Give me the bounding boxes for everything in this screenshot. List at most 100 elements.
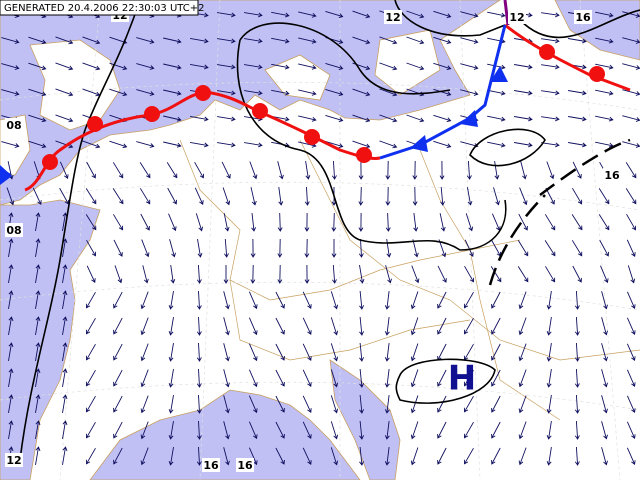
wind-arrow [197,239,203,258]
isobar-label: 08 [6,119,21,132]
wind-arrow [595,63,614,70]
wind-arrow [412,160,418,180]
wind-arrow [271,63,290,70]
wind-arrow [572,161,582,179]
isobar-label: 12 [509,11,524,24]
wind-arrow [113,317,123,335]
wind-arrow [463,291,474,309]
wind-arrow [490,266,502,283]
wind-arrow [163,115,182,122]
wind-arrow [545,266,556,283]
wind-arrow [298,11,317,18]
wind-arrow [491,447,501,465]
wind-arrow [86,161,96,179]
wind-arrow [109,88,128,97]
wind-arrow [140,317,149,336]
warm-front [24,23,631,192]
wind-arrow [222,187,231,206]
wind-arrow [487,89,506,96]
wind-arrow [440,186,446,206]
wind-arrow [304,186,310,206]
wind-arrow [359,342,365,362]
wind-arrow [28,140,47,149]
wind-arrow [250,187,257,206]
wind-arrow [568,90,587,96]
wind-arrow [413,213,419,232]
wind-arrow [168,447,174,466]
wind-arrow [595,89,614,96]
wind-arrow [544,214,556,231]
wind-arrow [275,369,285,387]
wind-arrow [217,38,236,44]
wind-arrow [277,161,284,180]
wind-arrow [358,160,364,180]
wind-arrow [412,186,418,206]
wind-arrow [330,317,339,336]
wind-arrow [142,265,149,284]
wind-arrow [62,290,68,309]
wind-arrow [190,37,209,44]
wind-arrow [410,317,419,336]
wind-arrow [601,343,608,362]
wind-arrow [55,88,74,97]
wind-arrow [302,317,312,336]
wind-arrow [8,394,14,413]
wind-arrow [385,186,391,206]
cold-front [0,24,508,185]
wind-arrow [224,238,229,258]
wind-arrow [140,421,149,440]
wind-arrow [302,343,312,362]
wind-arrow [1,63,20,70]
wind-arrow [352,140,371,149]
wind-arrow [250,264,256,284]
wind-arrow [248,369,258,388]
wind-arrow [331,212,337,232]
wind-arrow [304,264,310,284]
wind-arrow [277,212,283,232]
wind-arrow [278,187,284,206]
wind-arrow [85,317,96,335]
wind-arrow [491,369,501,387]
wind-arrow [141,239,150,258]
isobar-label: 08 [6,224,21,237]
wind-arrow [544,240,556,257]
wind-arrow [439,160,445,180]
wind-arrow [384,343,390,362]
label-box [202,458,220,472]
wind-arrow [35,316,41,335]
wind-arrow [114,265,123,284]
wind-arrow [625,188,637,205]
wind-arrow [62,420,68,439]
wind-arrow [85,214,97,231]
wind-arrow [248,343,258,362]
wind-arrow [491,395,501,413]
wind-arrow [626,213,637,231]
wind-arrow [85,447,96,465]
wind-arrow [437,369,447,387]
wind-arrow [55,114,74,123]
label-box [5,453,23,467]
wind-arrow [385,212,391,232]
wind-arrow [275,343,285,361]
wind-arrow [139,188,151,205]
wind-arrow [460,89,479,96]
wind-arrow [541,12,560,18]
wind-arrow [140,343,149,362]
wind-arrow [406,114,425,123]
wind-arrow [466,187,473,206]
wind-arrow [466,160,472,180]
wind-arrow [1,141,20,148]
wind-arrow [599,239,609,257]
wind-arrow [248,395,258,414]
wind-arrow [412,239,419,258]
wind-arrow [514,64,533,70]
wind-arrow [170,265,176,284]
wind-arrow [625,162,637,179]
wind-arrow [518,291,527,310]
wind-arrow [463,369,474,387]
wind-arrow [463,447,474,465]
wind-arrow [59,161,69,179]
wind-arrow [601,395,608,414]
wind-arrow [626,239,636,257]
wind-arrow [8,264,14,283]
